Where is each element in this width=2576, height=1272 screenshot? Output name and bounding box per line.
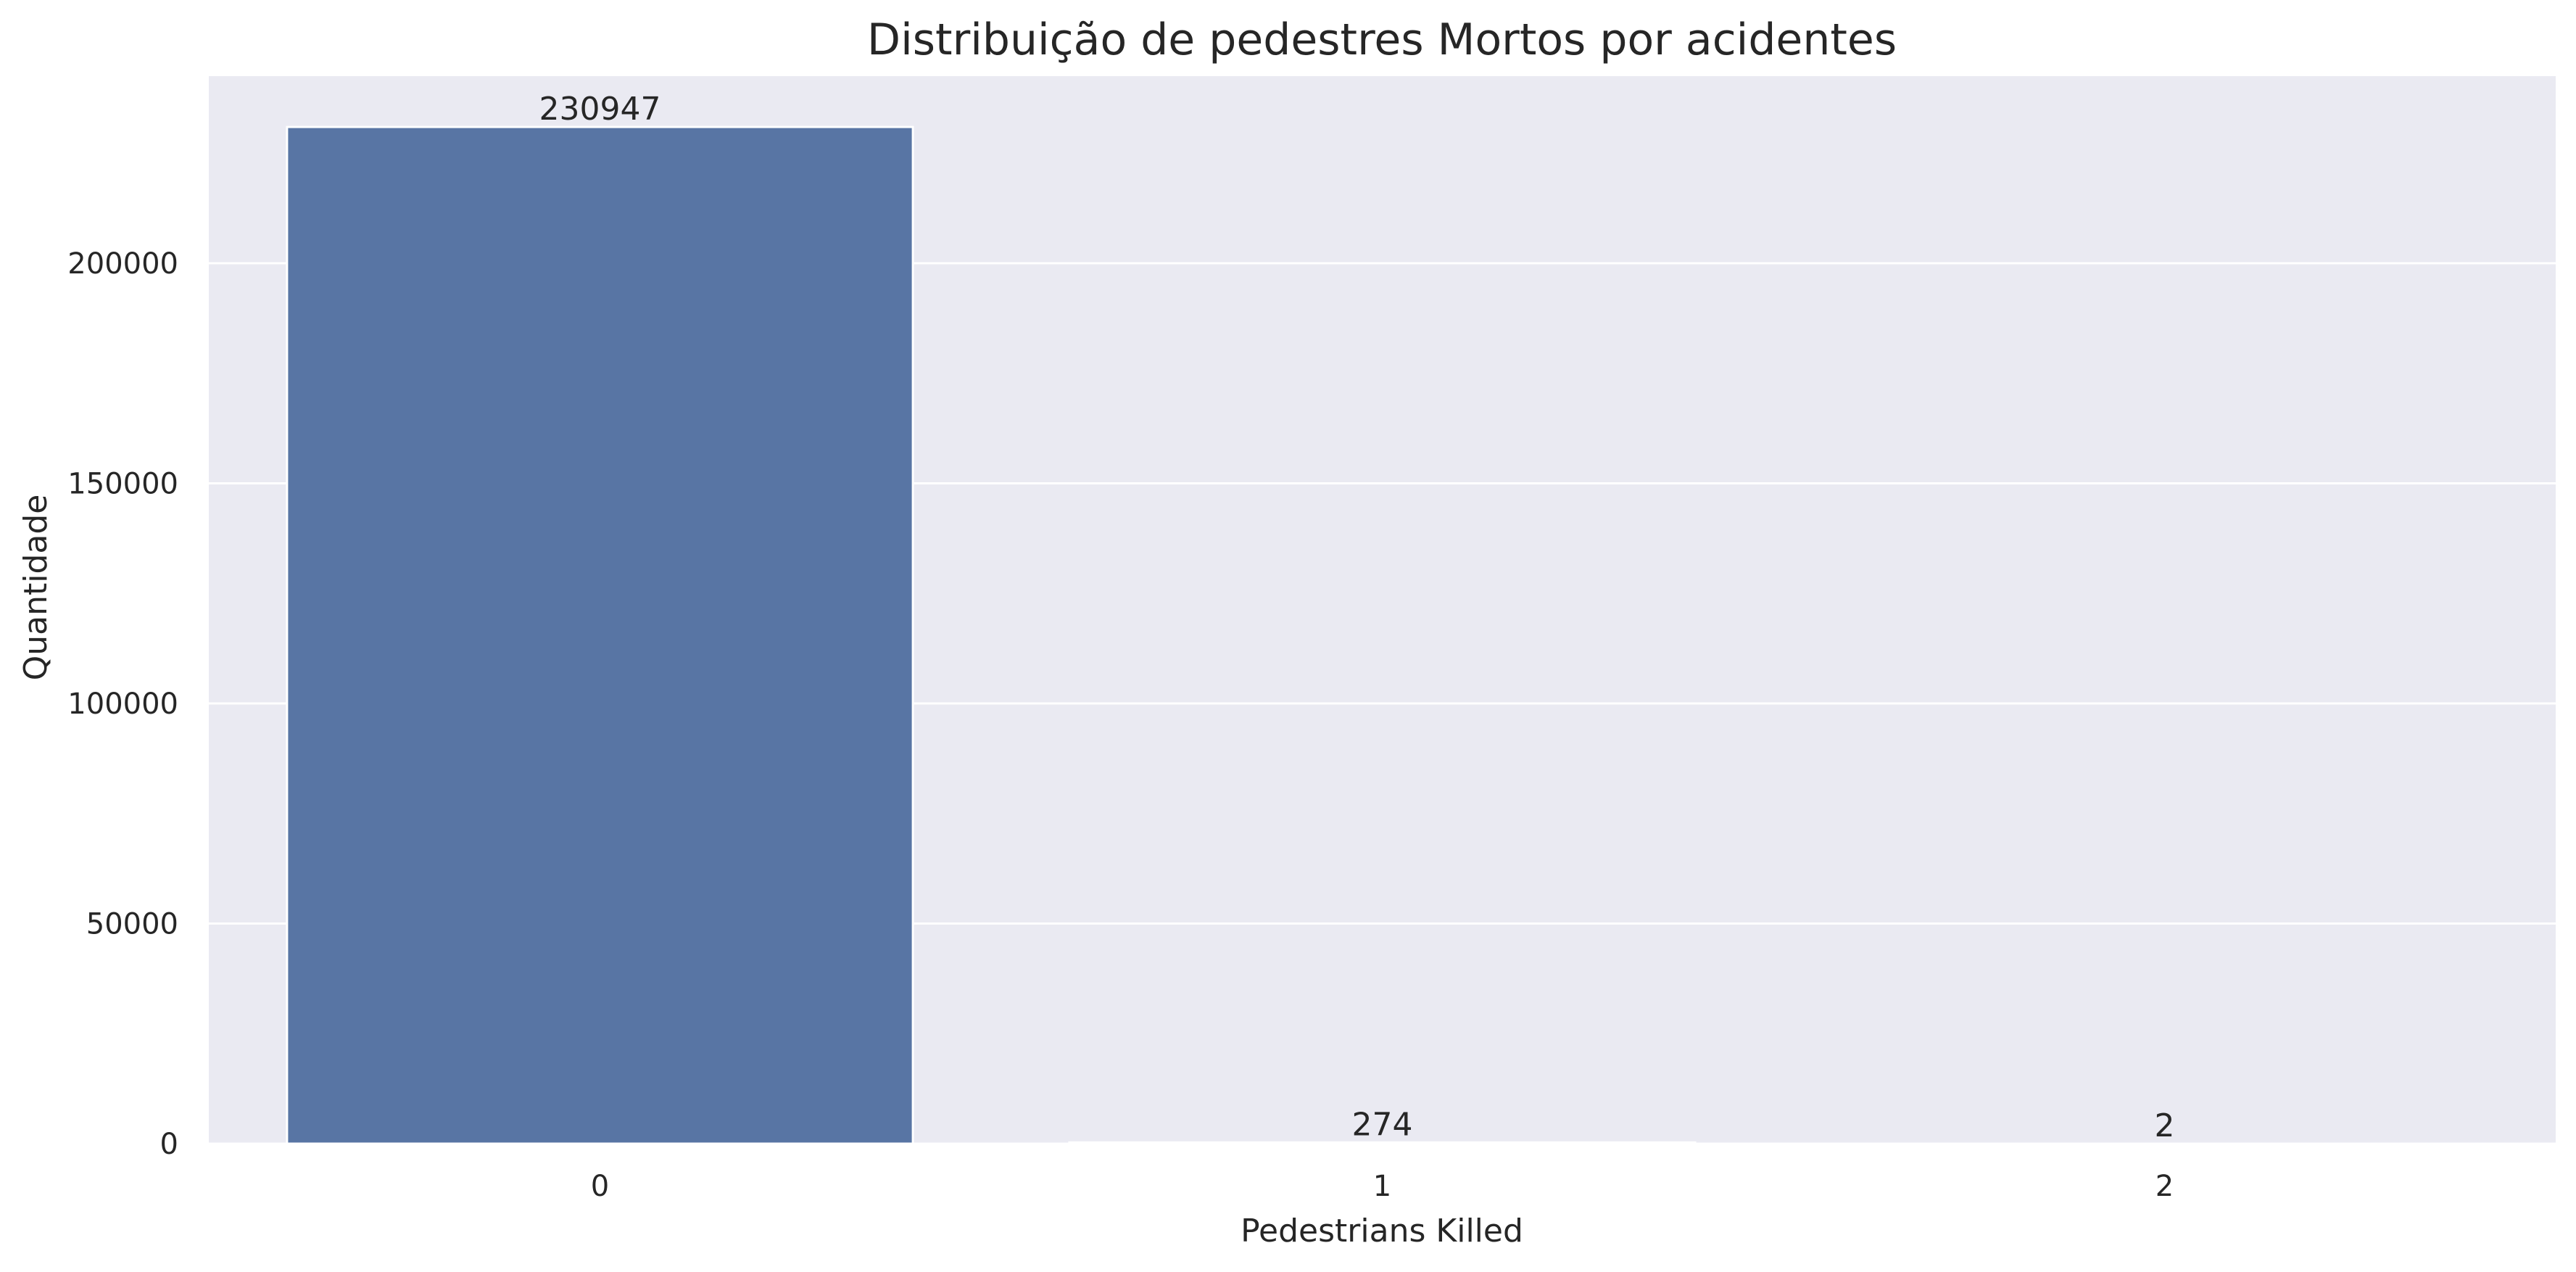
x-axis: 0 1 2 <box>591 1170 2174 1203</box>
data-label: 2 <box>2155 1107 2175 1144</box>
y-tick-label: 50000 <box>86 907 178 941</box>
y-axis-title: Quantidade <box>17 495 54 681</box>
data-label: 230947 <box>539 91 661 128</box>
data-label: 274 <box>1352 1106 1413 1143</box>
bars <box>286 125 2479 1145</box>
y-tick-label: 0 <box>160 1128 178 1161</box>
x-tick-label: 2 <box>2155 1170 2174 1203</box>
bar-1 <box>1068 1141 1697 1145</box>
y-tick-label: 100000 <box>67 687 178 721</box>
data-labels: 230947 274 2 <box>539 91 2175 1144</box>
chart-title: Distribuição de pedestres Mortos por aci… <box>867 15 1897 65</box>
y-axis: 0 50000 100000 150000 200000 <box>67 247 178 1161</box>
x-axis-title: Pedestrians Killed <box>1241 1213 1523 1250</box>
x-tick-label: 0 <box>591 1170 609 1203</box>
y-tick-label: 150000 <box>67 467 178 500</box>
y-tick-label: 200000 <box>67 247 178 281</box>
bar-0 <box>286 125 914 1145</box>
x-tick-label: 1 <box>1373 1170 1391 1203</box>
